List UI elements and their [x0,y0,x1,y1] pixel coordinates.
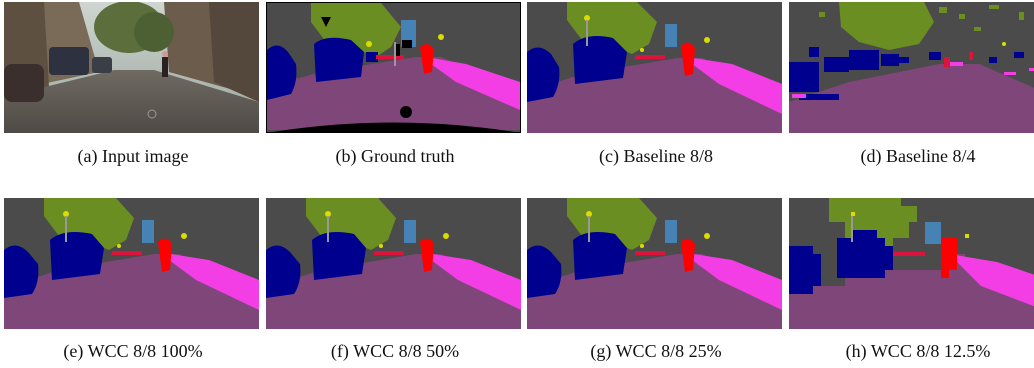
ground-truth-segmentation [266,2,521,133]
panel-wcc-50: (f) WCC 8/8 50% [266,198,524,361]
panel-wcc-25: (g) WCC 8/8 25% [527,198,785,361]
panel-input-image: (a) Input image [4,2,262,166]
wcc-12-5-segmentation [789,198,1034,329]
caption-b: (b) Ground truth [335,146,455,166]
panel-ground-truth: (b) Ground truth [266,2,524,166]
caption-g: (g) WCC 8/8 25% [590,341,722,361]
input-image-photo [4,2,259,133]
baseline-8-8-segmentation [527,2,782,133]
panel-baseline-8-8: (c) Baseline 8/8 [527,2,785,166]
baseline-8-4-segmentation [789,2,1034,133]
caption-e: (e) WCC 8/8 100% [63,341,203,361]
caption-d: (d) Baseline 8/4 [860,146,976,166]
panel-wcc-100: (e) WCC 8/8 100% [4,198,262,361]
wcc-50-segmentation [266,198,521,329]
wcc-25-segmentation [527,198,782,329]
caption-c: (c) Baseline 8/8 [599,146,713,166]
wcc-100-segmentation [4,198,259,329]
caption-f: (f) WCC 8/8 50% [330,341,460,361]
panel-baseline-8-4: (d) Baseline 8/4 [789,2,1034,166]
panel-wcc-12-5: (h) WCC 8/8 12.5% [789,198,1034,361]
caption-a: (a) Input image [77,146,189,166]
caption-h: (h) WCC 8/8 12.5% [845,341,991,361]
